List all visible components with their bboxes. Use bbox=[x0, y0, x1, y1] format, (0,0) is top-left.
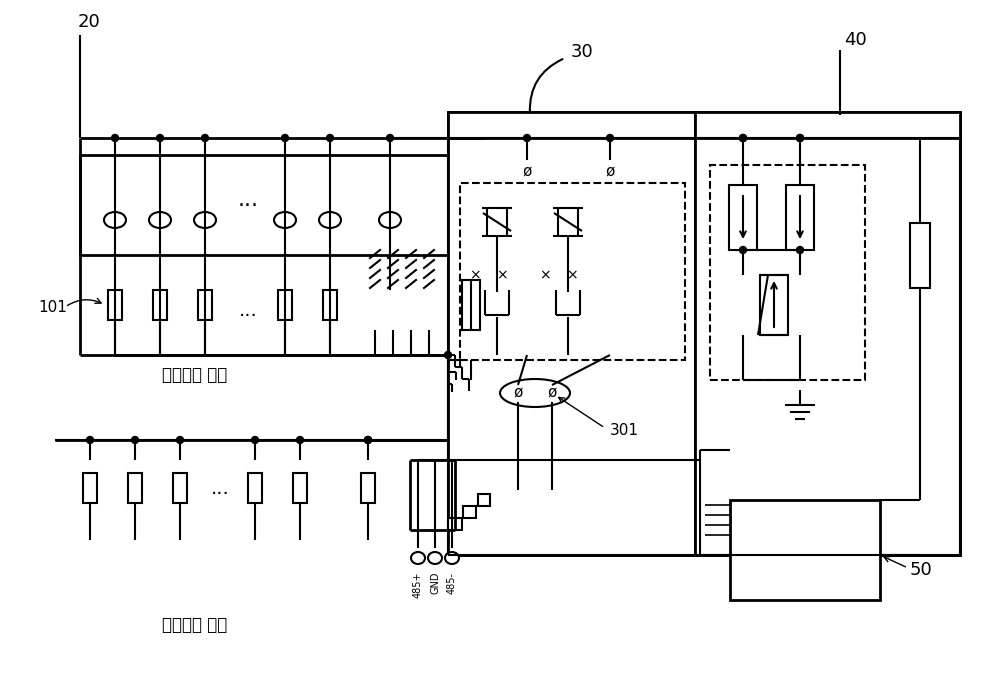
Bar bbox=[730, 500, 880, 600]
Bar bbox=[448, 112, 695, 555]
Text: ø: ø bbox=[605, 165, 615, 180]
Circle shape bbox=[87, 437, 94, 444]
Ellipse shape bbox=[428, 552, 442, 564]
Ellipse shape bbox=[445, 552, 459, 564]
Circle shape bbox=[327, 134, 334, 141]
Text: ø: ø bbox=[547, 386, 557, 400]
Circle shape bbox=[796, 247, 804, 254]
Ellipse shape bbox=[379, 212, 401, 228]
Bar bbox=[478, 494, 490, 506]
Circle shape bbox=[445, 351, 452, 358]
Circle shape bbox=[796, 134, 804, 141]
Ellipse shape bbox=[104, 212, 126, 228]
Bar bbox=[323, 290, 337, 320]
Text: 485+: 485+ bbox=[413, 572, 423, 599]
Circle shape bbox=[297, 437, 304, 444]
Text: 组串输入 正极: 组串输入 正极 bbox=[162, 366, 228, 384]
Text: ×: × bbox=[539, 268, 551, 282]
Bar bbox=[448, 518, 462, 530]
Circle shape bbox=[112, 134, 119, 141]
Circle shape bbox=[740, 247, 746, 254]
Circle shape bbox=[132, 437, 139, 444]
Circle shape bbox=[282, 134, 289, 141]
Bar bbox=[248, 473, 262, 503]
Circle shape bbox=[796, 134, 804, 141]
Bar bbox=[361, 473, 375, 503]
Bar bbox=[460, 183, 685, 360]
Text: ×: × bbox=[496, 268, 508, 282]
Ellipse shape bbox=[500, 379, 570, 407]
Text: 30: 30 bbox=[571, 43, 593, 61]
Ellipse shape bbox=[149, 212, 171, 228]
Bar bbox=[910, 223, 930, 287]
Circle shape bbox=[740, 134, 746, 141]
Bar bbox=[695, 112, 960, 555]
Text: 301: 301 bbox=[610, 422, 639, 438]
Text: GND: GND bbox=[430, 572, 440, 595]
Bar bbox=[448, 112, 960, 555]
Text: 20: 20 bbox=[78, 13, 101, 31]
Text: 101: 101 bbox=[38, 300, 67, 314]
Bar bbox=[786, 185, 814, 250]
Text: ...: ... bbox=[238, 190, 259, 210]
Circle shape bbox=[202, 134, 209, 141]
Bar bbox=[462, 280, 480, 330]
Ellipse shape bbox=[411, 552, 425, 564]
Text: ...: ... bbox=[239, 300, 257, 320]
Text: ×: × bbox=[469, 268, 481, 282]
Text: 485-: 485- bbox=[447, 572, 457, 594]
Bar bbox=[83, 473, 97, 503]
Circle shape bbox=[157, 134, 164, 141]
Bar bbox=[108, 290, 122, 320]
Bar bbox=[128, 473, 142, 503]
Circle shape bbox=[524, 134, 530, 141]
Bar bbox=[153, 290, 167, 320]
Text: ø: ø bbox=[513, 386, 523, 400]
Text: ×: × bbox=[566, 268, 578, 282]
Circle shape bbox=[740, 134, 746, 141]
Circle shape bbox=[387, 134, 394, 141]
Circle shape bbox=[365, 437, 372, 444]
Bar bbox=[710, 165, 865, 380]
Circle shape bbox=[365, 437, 372, 444]
Text: 组串输入 负极: 组串输入 负极 bbox=[162, 616, 228, 634]
Circle shape bbox=[252, 437, 259, 444]
Text: 50: 50 bbox=[910, 561, 933, 579]
Bar bbox=[729, 185, 757, 250]
Text: 40: 40 bbox=[844, 31, 866, 49]
Circle shape bbox=[606, 134, 614, 141]
Ellipse shape bbox=[194, 212, 216, 228]
Bar bbox=[760, 275, 788, 335]
Ellipse shape bbox=[319, 212, 341, 228]
Bar bbox=[463, 506, 476, 518]
Bar bbox=[278, 290, 292, 320]
Bar bbox=[293, 473, 307, 503]
Text: ø: ø bbox=[522, 165, 532, 180]
Circle shape bbox=[177, 437, 184, 444]
Ellipse shape bbox=[274, 212, 296, 228]
Bar bbox=[80, 155, 450, 255]
Bar bbox=[173, 473, 187, 503]
Text: ...: ... bbox=[211, 478, 229, 497]
Bar bbox=[198, 290, 212, 320]
